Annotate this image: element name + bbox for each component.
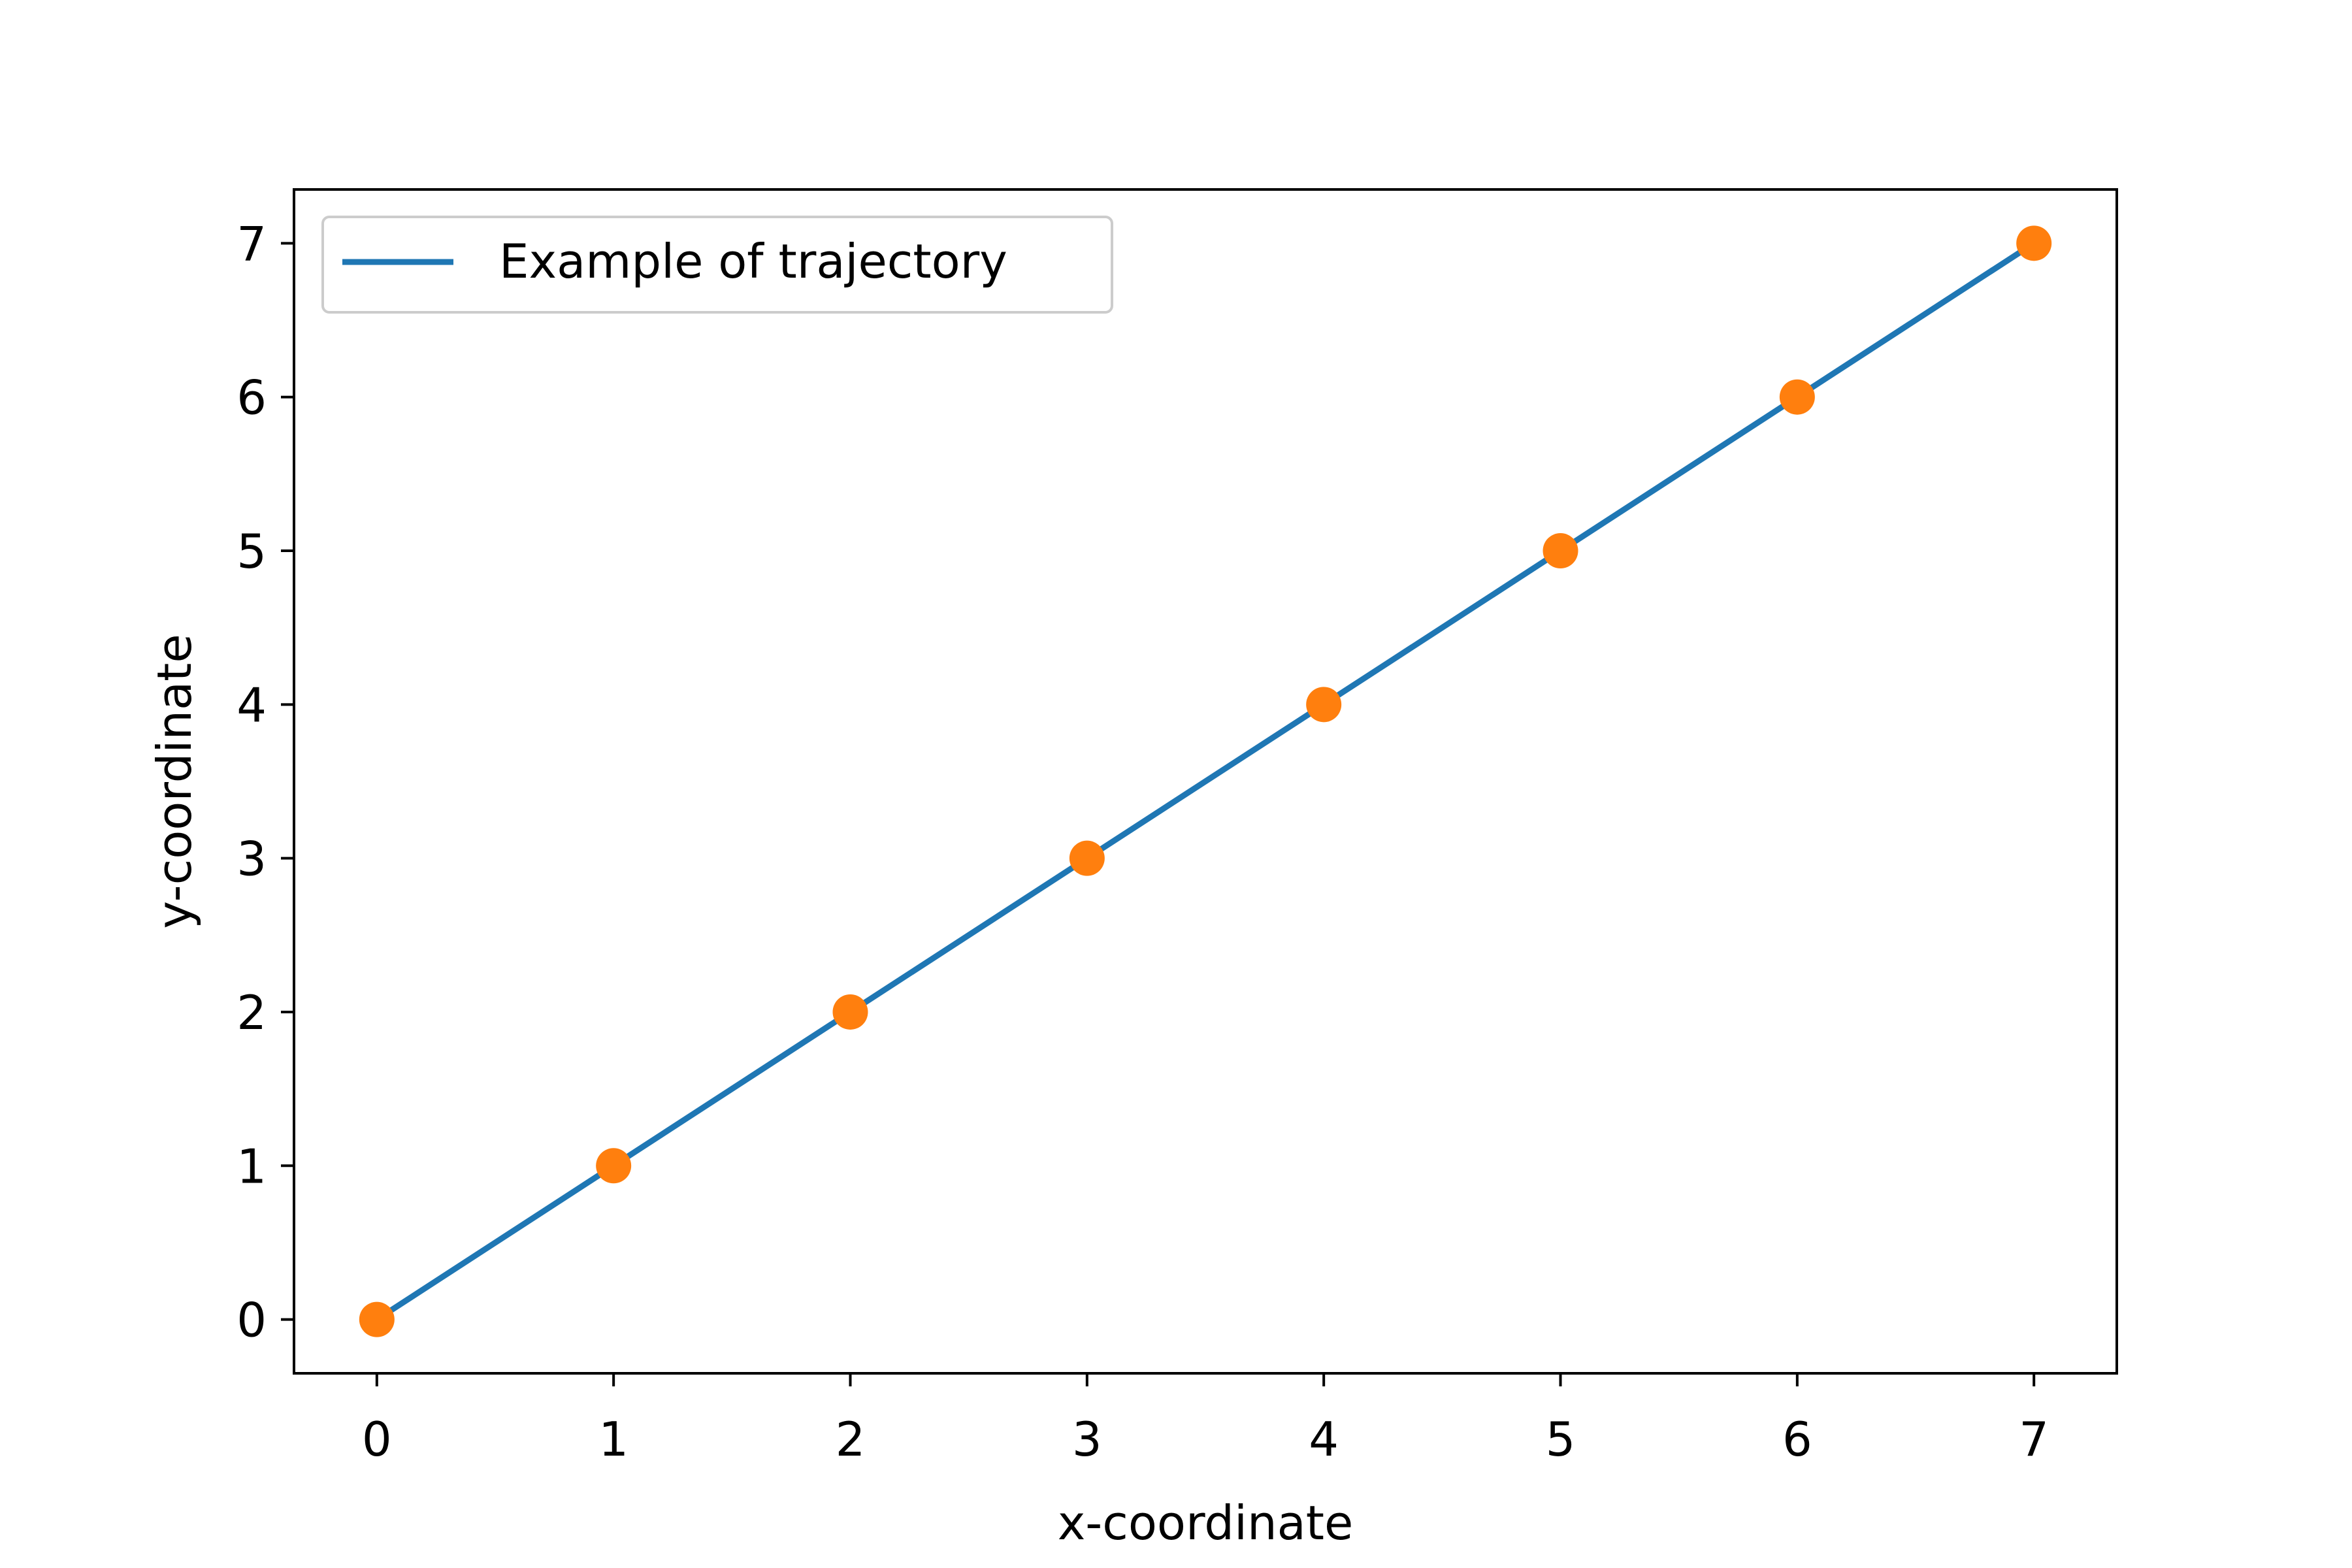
x-tick-label-7: 7: [2019, 1412, 2049, 1467]
data-point-5: [1543, 533, 1578, 569]
x-tick-label-5: 5: [1546, 1412, 1576, 1467]
plot-area-frame: [293, 188, 2118, 1375]
y-tick-label-4: 4: [237, 678, 267, 732]
y-axis: 0 1 2 3 4 5 6 7: [237, 216, 294, 1348]
y-tick-label-3: 3: [237, 832, 267, 887]
x-tick-label-0: 0: [362, 1412, 392, 1467]
data-point-0: [359, 1301, 395, 1337]
data-point-4: [1306, 687, 1342, 723]
x-tick-label-1: 1: [598, 1412, 629, 1467]
points-layer: [359, 225, 2052, 1337]
y-axis-label: y-coordinate: [147, 634, 202, 928]
x-tick-label-2: 2: [836, 1412, 866, 1467]
y-tick-label-0: 0: [237, 1293, 267, 1348]
y-tick-label-5: 5: [237, 524, 267, 579]
x-tick-label-3: 3: [1072, 1412, 1102, 1467]
data-point-1: [596, 1148, 632, 1184]
x-axis-label: x-coordinate: [1058, 1495, 1354, 1550]
x-tick-label-4: 4: [1309, 1412, 1339, 1467]
legend: Example of trajectory: [321, 216, 1113, 314]
series-layer: [375, 240, 2036, 1322]
y-tick-label-6: 6: [237, 370, 267, 425]
y-tick-label-1: 1: [237, 1139, 267, 1194]
x-axis: 0 1 2 3 4 5 6 7: [362, 1373, 2049, 1467]
data-point-7: [2016, 225, 2052, 261]
y-tick-label-2: 2: [237, 985, 267, 1040]
legend-label-trajectory: Example of trajectory: [499, 234, 1007, 289]
data-point-2: [832, 994, 868, 1030]
data-point-6: [1779, 379, 1815, 415]
data-point-3: [1069, 840, 1105, 876]
x-tick-label-6: 6: [1782, 1412, 1812, 1467]
y-tick-label-7: 7: [237, 216, 267, 271]
series-line-0: [375, 240, 2036, 1322]
legend-box: [321, 216, 1113, 314]
